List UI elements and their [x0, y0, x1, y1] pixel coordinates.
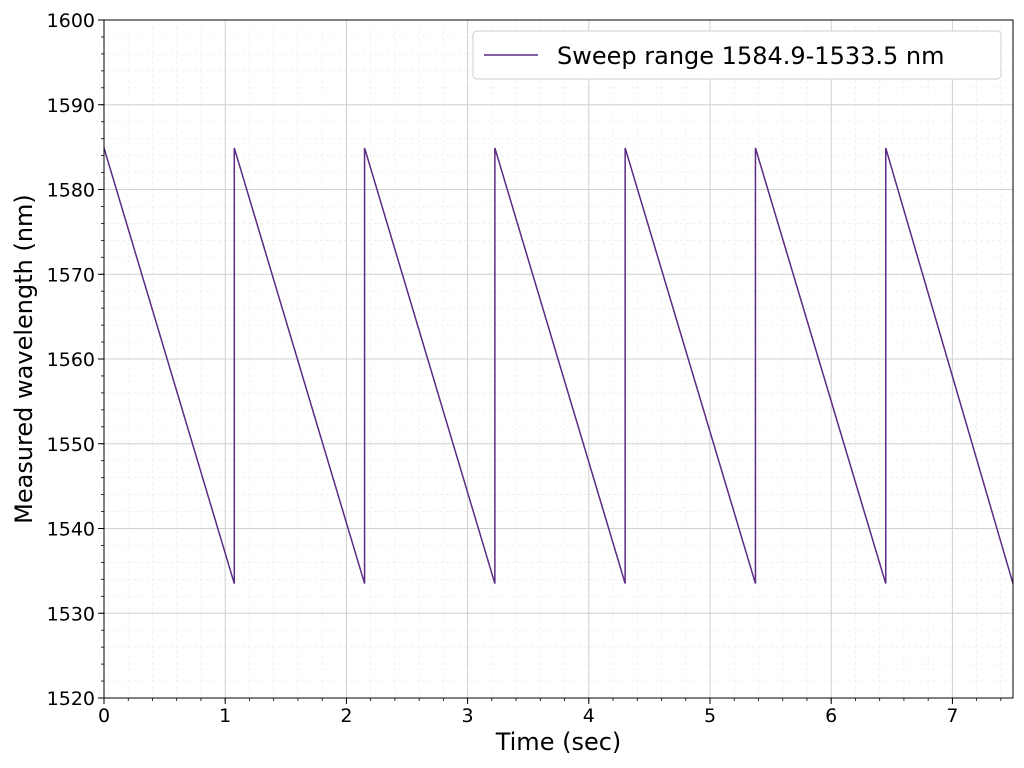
y-tick-label: 1530 — [47, 603, 95, 625]
y-tick-label: 1560 — [47, 349, 95, 371]
y-axis-label: Measured wavelength (nm) — [10, 194, 38, 524]
x-tick-label: 6 — [825, 705, 837, 727]
x-tick-label: 2 — [340, 705, 352, 727]
x-tick-label: 0 — [98, 705, 110, 727]
x-tick-label: 4 — [583, 705, 595, 727]
y-tick-label: 1570 — [47, 264, 95, 286]
y-tick-label: 1600 — [47, 10, 95, 32]
legend-label: Sweep range 1584.9-1533.5 nm — [557, 42, 945, 70]
x-axis-label: Time (sec) — [495, 728, 622, 756]
series-layer — [103, 147, 1014, 584]
x-tick-label: 7 — [946, 705, 958, 727]
y-tick-label: 1590 — [47, 95, 95, 117]
series-line — [103, 147, 1014, 584]
y-tick-label: 1550 — [47, 434, 95, 456]
x-tick-label: 3 — [462, 705, 474, 727]
x-tick-label: 1 — [219, 705, 231, 727]
y-tick-label: 1540 — [47, 519, 95, 541]
legend: Sweep range 1584.9-1533.5 nm — [472, 30, 1002, 80]
y-tick-label: 1580 — [47, 180, 95, 202]
y-tick-label: 1520 — [47, 688, 95, 710]
legend-box — [472, 30, 1002, 80]
x-tick-label: 5 — [704, 705, 716, 727]
tick-labels: 0 1 2 3 4 5 6 7 1520 1530 1540 1550 1560 1570 1580 1590… — [47, 10, 959, 727]
axis-ticks — [98, 19, 1002, 704]
